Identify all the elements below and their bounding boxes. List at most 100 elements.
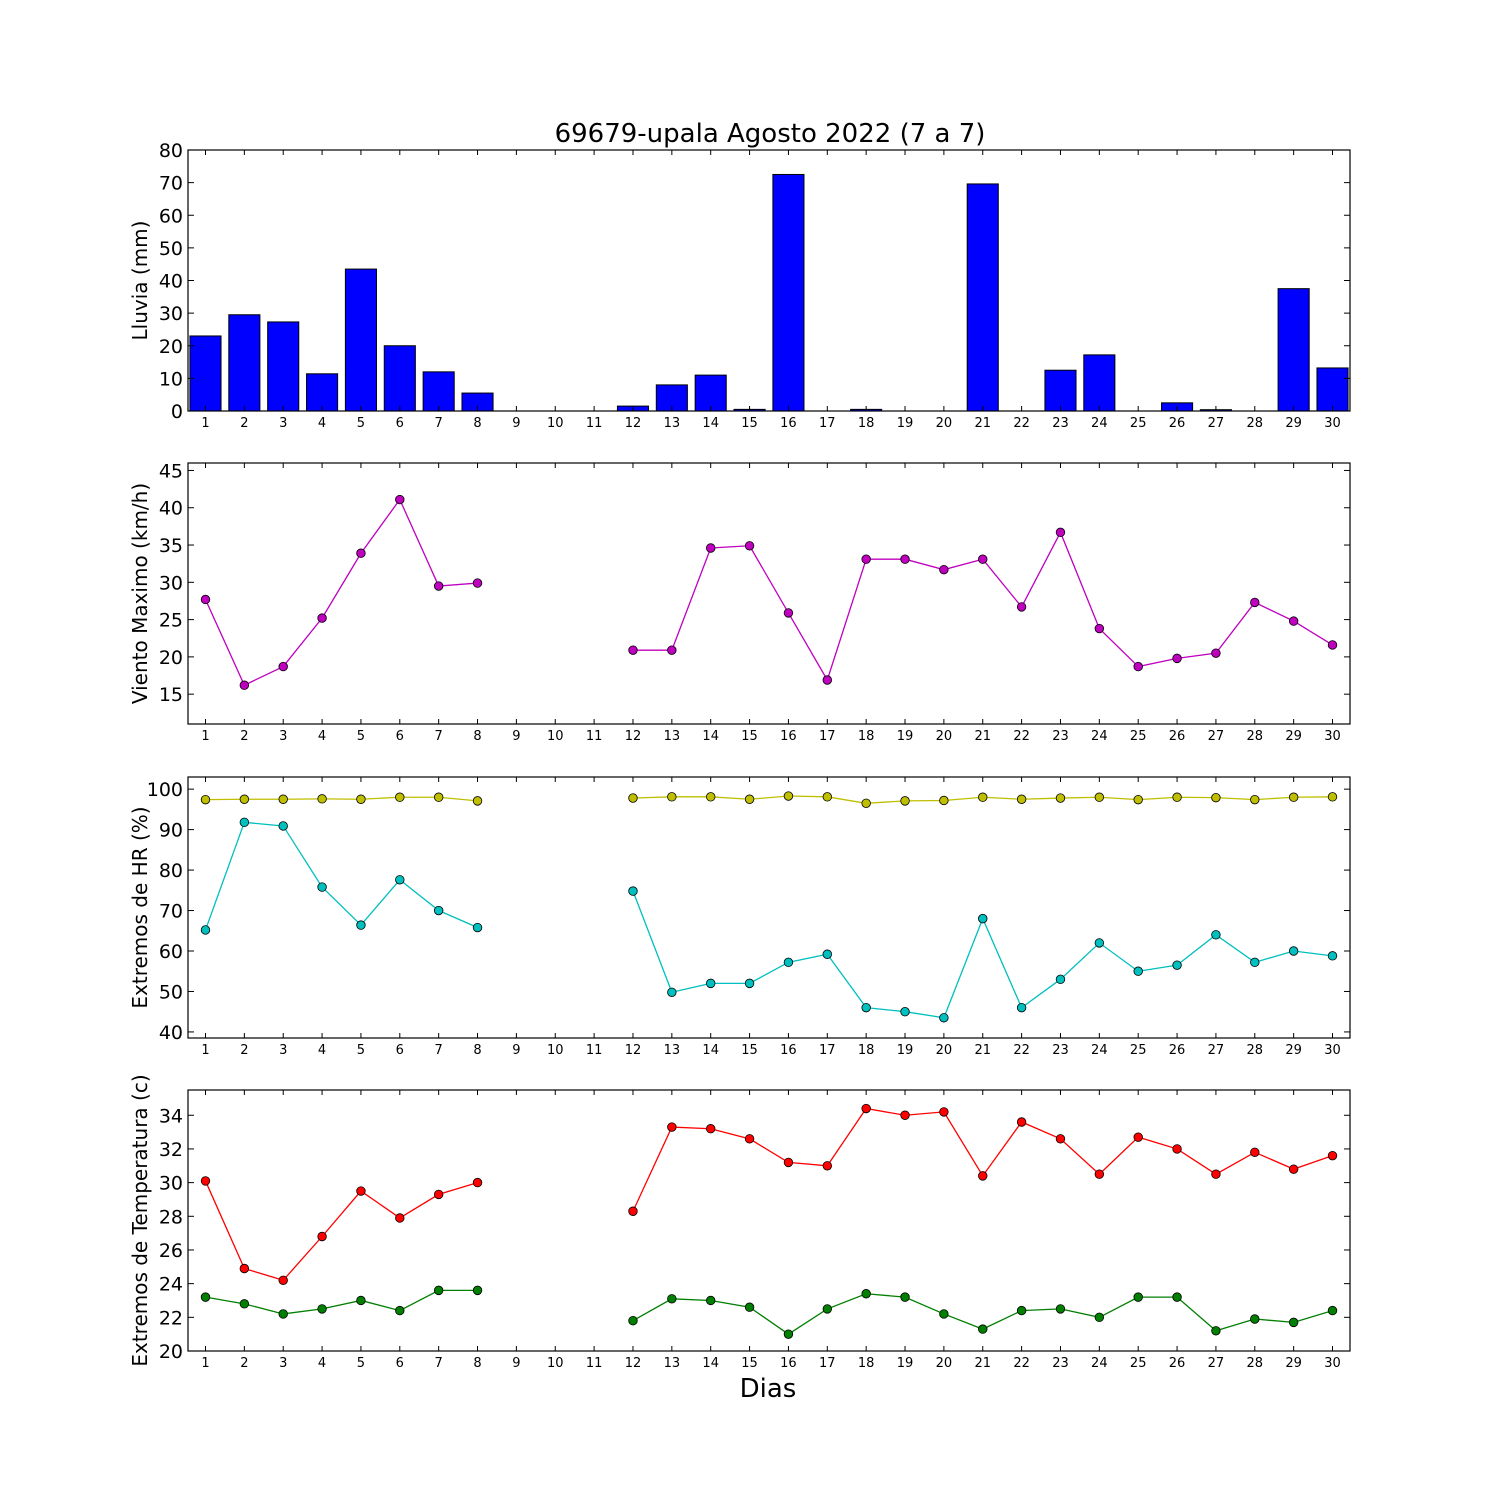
x-tick-label-temp-20: 20 [936,1356,953,1371]
series-wind-0 [200,494,1338,690]
panel-hr: 1 2 3 4 5 6 7 8 9 10 11 12 13 14 15 16 17 18 19 20 21 22 23 24 2… [128,776,1351,1058]
x-tick-label-hr-12: 12 [625,1043,642,1058]
x-tick-label-hr-16: 16 [780,1043,797,1058]
x-tick-label-wind-3: 3 [279,729,287,744]
x-tick-label-hr-11: 11 [586,1043,603,1058]
point-hr-0-day-8 [472,796,483,806]
point-wind-0-day-13 [667,645,677,655]
bar-day-4 [306,373,339,412]
point-wind-0-day-29 [1288,616,1299,626]
point-wind-0-day-7 [433,581,444,591]
point-temp-0-day-25 [1133,1132,1143,1142]
x-tick-label-hr-20: 20 [936,1043,953,1058]
series-temp-0 [200,1103,1338,1285]
point-hr-0-day-15 [744,794,755,804]
point-temp-1-day-18 [861,1289,871,1299]
x-tick-label-rain-22: 22 [1013,416,1030,431]
point-hr-0-day-28 [1250,794,1260,805]
chart-title: 69679-upala Agosto 2022 (7 a 7) [555,119,986,149]
point-wind-0-day-12 [628,645,638,655]
x-tick-label-wind-21: 21 [974,729,991,744]
x-tick-label-temp-3: 3 [279,1356,287,1371]
y-tick-label-wind-45: 45 [159,460,183,482]
x-tick-label-temp-11: 11 [586,1356,603,1371]
point-wind-0-day-23 [1055,527,1066,538]
point-temp-1-day-20 [939,1309,949,1319]
y-tick-label-hr-40: 40 [159,1022,183,1044]
point-hr-1-day-12 [628,886,638,896]
point-hr-1-day-29 [1288,946,1299,956]
axes-frame-hr [187,776,1351,1039]
x-tick-label-wind-1: 1 [201,729,209,744]
y-tick-label-hr-50: 50 [159,981,183,1003]
x-tick-label-wind-6: 6 [396,729,404,744]
series-hr-0 [200,791,1338,809]
x-tick-label-hr-19: 19 [897,1043,914,1058]
point-temp-1-day-24 [1094,1312,1105,1323]
point-wind-0-day-25 [1133,661,1143,672]
x-tick-label-rain-23: 23 [1052,416,1069,431]
point-temp-1-day-29 [1288,1317,1299,1328]
x-tick-label-wind-2: 2 [240,729,248,744]
point-temp-1-day-28 [1250,1314,1260,1324]
x-tick-label-wind-30: 30 [1324,729,1341,744]
bar-day-24 [1083,354,1116,412]
x-tick-label-temp-5: 5 [357,1356,365,1371]
point-temp-0-day-20 [939,1107,949,1117]
point-hr-0-day-30 [1327,792,1338,802]
bar-day-5 [344,268,377,412]
point-hr-0-day-13 [667,792,677,802]
point-hr-0-day-24 [1094,792,1105,802]
x-tick-label-hr-24: 24 [1091,1043,1108,1058]
point-temp-1-day-27 [1211,1326,1221,1336]
y-tick-label-rain-0: 0 [171,401,183,423]
x-tick-label-temp-27: 27 [1208,1356,1225,1371]
bar-day-3 [267,321,300,412]
point-temp-0-day-2 [239,1263,250,1274]
point-hr-0-day-16 [783,791,794,801]
point-temp-0-day-15 [744,1134,755,1144]
x-tick-label-temp-29: 29 [1285,1356,1302,1371]
point-temp-1-day-14 [706,1295,716,1306]
point-temp-0-day-27 [1211,1169,1221,1179]
y-axis-label-rain: Lluvia (mm) [128,221,152,341]
x-tick-label-temp-21: 21 [974,1356,991,1371]
point-wind-0-day-20 [939,564,949,575]
point-hr-1-day-16 [783,957,794,968]
y-tick-label-wind-30: 30 [159,572,183,594]
bar-day-23 [1044,369,1077,412]
x-tick-label-temp-13: 13 [664,1356,681,1371]
point-hr-0-day-5 [356,794,366,804]
x-tick-label-rain-26: 26 [1169,416,1186,431]
point-hr-1-day-22 [1016,1002,1027,1013]
point-hr-0-day-4 [317,794,327,804]
x-tick-label-wind-13: 13 [664,729,681,744]
x-tick-label-hr-10: 10 [547,1043,564,1058]
x-tick-label-rain-15: 15 [741,416,758,431]
point-hr-0-day-1 [200,794,211,805]
point-hr-1-day-20 [939,1013,949,1023]
point-wind-0-day-5 [356,548,366,558]
x-tick-label-temp-17: 17 [819,1356,836,1371]
point-wind-0-day-14 [706,543,716,553]
point-temp-0-day-26 [1172,1144,1182,1154]
panel-wind: 1 2 3 4 5 6 7 8 9 10 11 12 13 14 15 16 17 18 19 20 21 22 23 24 2… [128,460,1351,744]
x-tick-label-rain-17: 17 [819,416,836,431]
point-hr-0-day-22 [1016,794,1027,804]
x-tick-label-temp-16: 16 [780,1356,797,1371]
x-tick-label-rain-16: 16 [780,416,797,431]
x-tick-label-hr-7: 7 [435,1043,443,1058]
y-tick-label-rain-20: 20 [159,336,183,358]
point-temp-0-day-4 [317,1231,327,1242]
y-tick-label-temp-34: 34 [159,1105,183,1127]
x-tick-label-temp-10: 10 [547,1356,564,1371]
bar-day-30 [1316,367,1349,412]
point-temp-1-day-23 [1055,1304,1066,1314]
point-temp-1-day-12 [628,1315,638,1326]
point-hr-0-day-25 [1133,794,1143,805]
x-tick-label-rain-21: 21 [974,416,991,431]
x-tick-label-rain-25: 25 [1130,416,1147,431]
x-tick-label-wind-7: 7 [435,729,443,744]
x-tick-label-hr-26: 26 [1169,1043,1186,1058]
point-temp-1-day-22 [1016,1305,1027,1316]
